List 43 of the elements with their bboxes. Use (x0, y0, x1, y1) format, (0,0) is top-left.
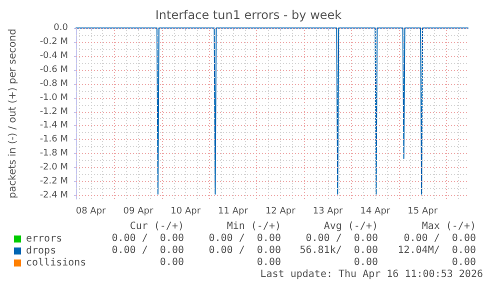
text: 0.00 (160, 257, 184, 269)
x-tick-label: 15 Apr (408, 206, 438, 216)
y-tick-label: -0.4 M (40, 50, 68, 61)
y-tick-label: -1.4 M (40, 120, 68, 131)
text: 0.00 / 0.00 (112, 245, 184, 257)
x-tick-label: 12 Apr (265, 206, 296, 216)
x-tick-label: 13 Apr (312, 206, 344, 216)
text: 0.00 (452, 257, 476, 269)
text: 0.00 / 0.00 (208, 233, 281, 245)
y-tick-label: -0.2 M (40, 36, 68, 47)
text: Min (-/+) (226, 221, 281, 233)
x-tick-label: 10 Apr (170, 206, 201, 216)
x-tick-label: 09 Apr (123, 206, 154, 216)
text: Last update: Thu Apr 16 11:00:53 2026 (260, 269, 483, 281)
chart-title: Interface tun1 errors - by week (155, 8, 342, 22)
text: 56.81k/ 0.00 (300, 245, 378, 257)
x-tick-label: 14 Apr (360, 206, 390, 216)
text: 0.00 / 0.00 (208, 245, 281, 257)
text: 0.00 (354, 257, 378, 269)
legend-label: collisions (26, 258, 86, 268)
x-tick-label: 08 Apr (76, 206, 106, 216)
text: 12.04M/ 0.00 (398, 245, 476, 257)
y-tick-label: -2.4 M (40, 190, 68, 201)
text: Max (-/+) (422, 221, 476, 233)
y-tick-label: -1.0 M (40, 92, 68, 103)
text: 0.00 / 0.00 (306, 233, 378, 245)
y-tick-label: 0.0 (54, 23, 68, 33)
y-tick-label: -0.6 M (40, 64, 68, 75)
text: 0.00 (256, 257, 281, 269)
x-tick-label: 11 Apr (218, 206, 248, 216)
text: Avg (-/+) (324, 221, 378, 233)
legend-label: drops (26, 246, 56, 256)
y-tick-label: -0.8 M (40, 78, 68, 89)
text: 0.00 / 0.00 (404, 233, 476, 245)
y-tick-label: -2.0 M (40, 162, 68, 173)
y-tick-label: -2.2 M (40, 176, 68, 187)
y-tick-label: -1.2 M (40, 106, 68, 117)
y-axis-title: packets in (-) / out (+) per second (8, 28, 18, 198)
text: 0.00 / 0.00 (112, 233, 184, 245)
y-tick-label: -1.8 M (40, 148, 68, 159)
y-tick-label: -1.6 M (40, 134, 68, 145)
text: Cur (-/+) (130, 221, 184, 233)
legend-label: errors (26, 234, 62, 244)
